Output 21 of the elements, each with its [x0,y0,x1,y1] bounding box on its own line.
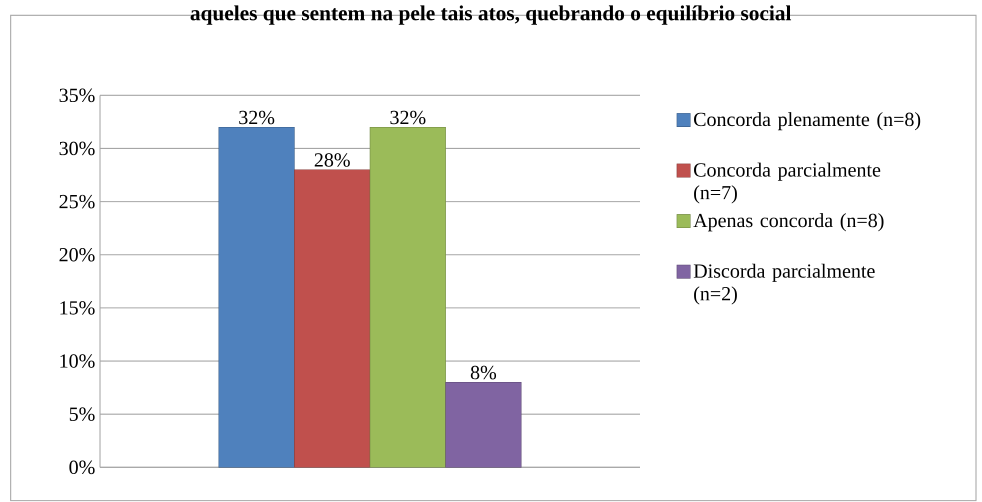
bar [294,169,370,468]
y-tick-label: 15% [60,301,95,315]
data-label: 28% [314,153,350,167]
chart-title: aqueles que sentem na pele tais atos, quebrando o equilíbrio social [190,5,792,25]
data-label: 32% [239,110,274,124]
y-tick-label: 20% [60,248,95,262]
y-tick-label: 35% [60,88,95,102]
bar [370,126,446,468]
bar [445,382,522,468]
legend-label: Apenas concorda (n=8) [693,213,884,232]
y-tick-label: 0% [69,460,95,474]
data-label: 8% [470,366,496,380]
legend-label: Discorda parcialmente (n=2) [694,264,875,305]
data-label: 32% [390,110,426,124]
y-tick-label: 10% [60,354,95,368]
y-tick-label: 30% [60,142,95,156]
bar [218,126,295,468]
y-tick-label: 5% [70,407,95,421]
y-tick-label: 25% [60,194,95,208]
legend-label: Concorda plenamente (n=8) [694,112,920,130]
legend-label: Concorda parcialmente (n=7) [694,162,880,204]
